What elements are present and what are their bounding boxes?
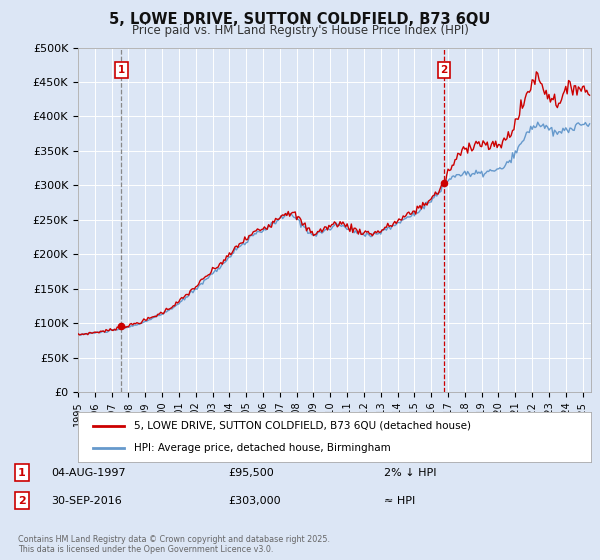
Point: [116, 322, 126, 331]
Text: HPI: Average price, detached house, Birmingham: HPI: Average price, detached house, Birm…: [134, 443, 391, 453]
Text: £95,500: £95,500: [228, 468, 274, 478]
Text: 2: 2: [440, 65, 448, 75]
Text: £303,000: £303,000: [228, 496, 281, 506]
Text: 1: 1: [18, 468, 26, 478]
Text: 2: 2: [18, 496, 26, 506]
Text: 5, LOWE DRIVE, SUTTON COLDFIELD, B73 6QU (detached house): 5, LOWE DRIVE, SUTTON COLDFIELD, B73 6QU…: [134, 421, 472, 431]
Text: 30-SEP-2016: 30-SEP-2016: [51, 496, 122, 506]
Text: Price paid vs. HM Land Registry's House Price Index (HPI): Price paid vs. HM Land Registry's House …: [131, 24, 469, 37]
Text: ≈ HPI: ≈ HPI: [384, 496, 415, 506]
Text: 04-AUG-1997: 04-AUG-1997: [51, 468, 125, 478]
Text: 5, LOWE DRIVE, SUTTON COLDFIELD, B73 6QU: 5, LOWE DRIVE, SUTTON COLDFIELD, B73 6QU: [109, 12, 491, 27]
Text: Contains HM Land Registry data © Crown copyright and database right 2025.
This d: Contains HM Land Registry data © Crown c…: [18, 535, 330, 554]
Text: 1: 1: [118, 65, 125, 75]
Text: 2% ↓ HPI: 2% ↓ HPI: [384, 468, 437, 478]
Point: [439, 179, 449, 188]
